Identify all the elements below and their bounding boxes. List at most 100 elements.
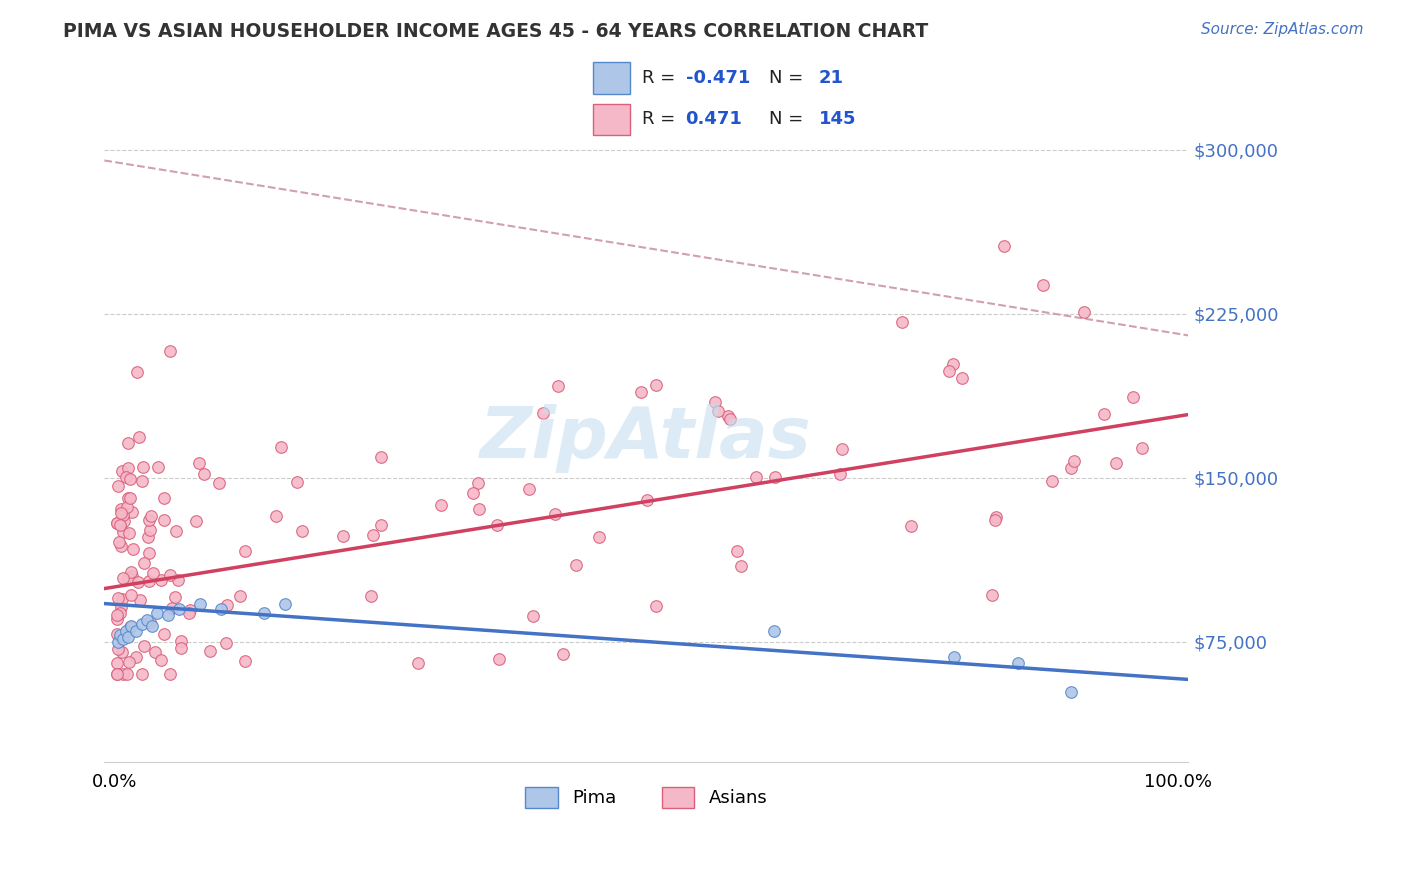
Point	[179, 603, 201, 617]
Point	[112, 514, 135, 528]
Point	[730, 559, 752, 574]
Point	[704, 395, 727, 409]
Point	[110, 502, 132, 516]
Point	[107, 641, 129, 656]
Point	[125, 649, 148, 664]
Point	[138, 513, 160, 527]
Point	[138, 530, 160, 544]
FancyBboxPatch shape	[593, 62, 630, 94]
FancyBboxPatch shape	[593, 103, 630, 136]
Point	[105, 516, 128, 530]
Point	[943, 649, 966, 664]
Point	[110, 539, 132, 553]
Point	[1092, 408, 1115, 422]
Point	[110, 628, 132, 642]
Point	[717, 409, 740, 423]
Point	[117, 461, 139, 475]
Point	[143, 645, 166, 659]
Point	[117, 436, 139, 450]
Point	[1060, 460, 1083, 475]
Point	[118, 526, 141, 541]
Point	[187, 456, 209, 470]
Point	[531, 406, 554, 420]
Point	[160, 601, 183, 615]
Point	[105, 627, 128, 641]
Point	[107, 535, 129, 549]
Point	[105, 516, 128, 530]
Legend: Pima, Asians: Pima, Asians	[517, 780, 775, 814]
Point	[152, 513, 174, 527]
Point	[131, 617, 153, 632]
Point	[938, 364, 960, 378]
Point	[120, 619, 142, 633]
Point	[115, 500, 138, 514]
Point	[141, 619, 163, 633]
Point	[564, 558, 586, 573]
Text: 21: 21	[818, 69, 844, 87]
Point	[264, 509, 287, 524]
Point	[115, 667, 138, 681]
Point	[125, 365, 148, 379]
Point	[159, 667, 181, 681]
Point	[108, 517, 131, 532]
Point	[184, 515, 207, 529]
Text: 0.471: 0.471	[686, 111, 742, 128]
Point	[165, 524, 187, 538]
Point	[551, 647, 574, 661]
Text: Source: ZipAtlas.com: Source: ZipAtlas.com	[1201, 22, 1364, 37]
Point	[105, 667, 128, 681]
Point	[208, 475, 231, 490]
Point	[165, 590, 187, 604]
Text: N =: N =	[769, 69, 808, 87]
Point	[107, 612, 129, 626]
Text: R =: R =	[643, 69, 682, 87]
Point	[118, 655, 141, 669]
Point	[332, 528, 354, 542]
Point	[406, 656, 429, 670]
Point	[361, 528, 384, 542]
Point	[138, 574, 160, 588]
Point	[360, 589, 382, 603]
Point	[831, 442, 853, 456]
Point	[167, 601, 190, 615]
Point	[118, 620, 141, 634]
Point	[544, 507, 567, 521]
Point	[725, 544, 748, 558]
Point	[112, 632, 135, 647]
Point	[890, 316, 912, 330]
Point	[107, 591, 129, 605]
Point	[139, 523, 162, 537]
Point	[984, 513, 1007, 527]
Point	[370, 450, 392, 464]
Point	[209, 601, 232, 615]
Point	[111, 464, 134, 478]
Point	[122, 541, 145, 556]
Point	[980, 588, 1002, 602]
Point	[630, 384, 652, 399]
Point	[135, 613, 157, 627]
Point	[547, 379, 569, 393]
Text: 145: 145	[818, 111, 856, 128]
Text: N =: N =	[769, 111, 808, 128]
Point	[115, 470, 138, 484]
Point	[215, 598, 238, 612]
Point	[149, 652, 172, 666]
Point	[169, 641, 191, 656]
Point	[177, 606, 200, 620]
Point	[112, 667, 135, 681]
Point	[233, 544, 256, 558]
Point	[107, 634, 129, 648]
Point	[745, 470, 768, 484]
Point	[430, 498, 453, 512]
Point	[517, 482, 540, 496]
Point	[120, 565, 142, 579]
Point	[114, 624, 136, 638]
Point	[270, 440, 292, 454]
Point	[117, 571, 139, 585]
Point	[157, 608, 180, 623]
Point	[588, 530, 610, 544]
Point	[131, 475, 153, 489]
Point	[1040, 474, 1063, 488]
Point	[125, 624, 148, 638]
Point	[274, 598, 297, 612]
